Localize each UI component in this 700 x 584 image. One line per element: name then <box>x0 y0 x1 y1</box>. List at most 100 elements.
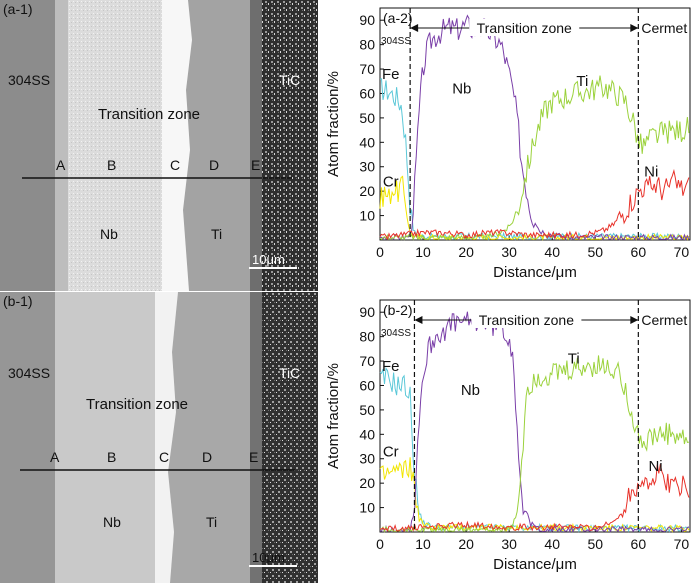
chart-b-left-region-label: 304SS <box>381 328 411 339</box>
micrograph-a-point-a: A <box>56 157 66 173</box>
chart-b-xtick-label-3: 30 <box>501 536 517 552</box>
chart-b-xtick-label-1: 10 <box>415 536 431 552</box>
chart-b-label-nb: Nb <box>461 382 480 399</box>
chart-a-label-fe: Fe <box>382 66 400 83</box>
micrograph-b-panel-label: (b-1) <box>3 293 33 309</box>
chart-a-series-ti <box>379 75 690 241</box>
chart-a-zone-arrowhead-right <box>630 24 639 32</box>
micrograph-b-point-a: A <box>50 449 60 465</box>
chart-b-ytick-label-5: 60 <box>359 377 375 393</box>
micrograph-a: (a-1) 304SS TiC Transition zone A B C D … <box>0 0 318 291</box>
chart-b-xtick-label-2: 20 <box>458 536 474 552</box>
chart-a-series-nb <box>379 14 690 241</box>
chart-b-ytick-label-7: 80 <box>359 329 375 345</box>
chart-b-label-cr: Cr <box>383 443 399 460</box>
chart-a-xtick-label-3: 30 <box>501 244 517 260</box>
chart-b-ytick-label-8: 90 <box>359 304 375 320</box>
chart-a-label-nb: Nb <box>452 80 471 97</box>
micrograph-a-image <box>0 0 318 291</box>
micrograph-a-point-e: E <box>251 157 261 173</box>
chart-a-label-cr: Cr <box>383 173 399 190</box>
chart-a-xtick-label-5: 50 <box>587 244 603 260</box>
micrograph-a-point-c: C <box>170 157 181 173</box>
chart-b-ytick-label-1: 20 <box>359 475 375 491</box>
chart-a-right-region-label: Cermet <box>641 20 687 36</box>
chart-b-ytick-label-3: 40 <box>359 426 375 442</box>
chart-a-ytick-label-4: 50 <box>359 110 375 126</box>
chart-b-xtick-label-6: 60 <box>631 536 647 552</box>
chart-b-xtick-label-4: 40 <box>544 536 560 552</box>
chart-b-zone-arrowhead-right <box>630 316 639 324</box>
chart-a-xtick-label-1: 10 <box>415 244 431 260</box>
chart-a-label-ni: Ni <box>644 164 658 181</box>
chart-b-right-region-label: Cermet <box>641 312 687 328</box>
chart-a-ytick-label-3: 40 <box>359 134 375 150</box>
chart-a-series-fe <box>379 78 690 241</box>
micrograph-b-point-b: B <box>107 449 117 465</box>
chart-b-ytick-label-6: 70 <box>359 353 375 369</box>
micrograph-a-nb-label: Nb <box>100 226 118 242</box>
chart-b-label-fe: Fe <box>382 358 400 375</box>
chart-b-label-ti: Ti <box>568 350 580 367</box>
micrograph-a-zone-label: Transition zone <box>98 106 200 123</box>
chart-b-panel-label: (b-2) <box>383 302 413 318</box>
micrograph-b-point-c: C <box>159 449 170 465</box>
chart-a-ylabel: Atom fraction/% <box>325 71 342 177</box>
chart-a-ytick-label-8: 90 <box>359 12 375 28</box>
chart-a-plot-frame <box>379 7 691 241</box>
chart-a-ytick-label-1: 20 <box>359 183 375 199</box>
micrograph-b-image <box>0 292 318 583</box>
chart-a-series-ni <box>379 168 690 241</box>
chart-a-zone-arrowhead-left <box>410 24 419 32</box>
chart-a-panel-label: (a-2) <box>383 10 413 26</box>
chart-a-zone-label: Transition zone <box>477 20 572 36</box>
chart-b-label-ni: Ni <box>648 458 662 475</box>
chart-b-svg: 0 10 20 30 40 50 60 70 10 20 30 40 50 60 70 80 90 Distanc… <box>325 299 691 573</box>
chart-a-ytick-label-6: 70 <box>359 61 375 77</box>
chart-b-series-fe <box>379 366 690 533</box>
chart-b-series-nb <box>379 310 690 533</box>
micrograph-a-panel-label: (a-1) <box>3 1 33 17</box>
chart-b-plot-frame <box>379 299 691 533</box>
chart-a-left-region-label: 304SS <box>381 36 411 47</box>
chart-b-series-ti <box>379 355 689 533</box>
micrograph-b-nb-label: Nb <box>103 514 121 530</box>
chart-b-xtick-label-5: 50 <box>587 536 603 552</box>
chart-b-series-cr <box>379 457 690 533</box>
chart-a-xtick-label-0: 0 <box>376 244 384 260</box>
chart-b: 0 10 20 30 40 50 60 70 10 20 30 40 50 60 70 80 90 Distanc… <box>318 292 700 584</box>
chart-b-ytick-label-4: 50 <box>359 402 375 418</box>
chart-b-xtick-label-0: 0 <box>376 536 384 552</box>
chart-b-xlabel: Distance/μm <box>493 556 577 573</box>
micrograph-b-tic-label: TiC <box>279 365 301 381</box>
micrograph-b-point-e: E <box>249 449 259 465</box>
chart-a-ytick-label-2: 30 <box>359 159 375 175</box>
chart-a-ytick-label-7: 80 <box>359 37 375 53</box>
micrograph-a-point-b: B <box>107 157 117 173</box>
chart-b-ylabel: Atom fraction/% <box>325 363 342 469</box>
chart-b-xtick-label-7: 70 <box>674 536 690 552</box>
chart-b-zone-label: Transition zone <box>479 312 574 328</box>
chart-a-xtick-label-4: 40 <box>544 244 560 260</box>
chart-a-ytick-label-5: 60 <box>359 85 375 101</box>
chart-b-ytick-label-2: 30 <box>359 451 375 467</box>
micrograph-a-304ss-label: 304SS <box>8 72 51 88</box>
micrograph-a-ti-label: Ti <box>211 226 223 242</box>
chart-a-series-cr <box>379 175 690 241</box>
chart-a: 0 10 20 30 40 50 60 70 10 20 30 40 50 60 70 80 90 Distanc… <box>318 0 700 292</box>
micrograph-b: (b-1) 304SS TiC Transition zone A B C D … <box>0 292 318 583</box>
chart-a-xtick-label-2: 20 <box>458 244 474 260</box>
micrograph-b-scale-bar-label: 10μm <box>252 550 285 565</box>
chart-b-series-ni <box>379 464 690 533</box>
micrograph-a-scale-bar-label: 10μm <box>252 252 285 267</box>
micrograph-b-zone-label: Transition zone <box>86 396 188 413</box>
micrograph-b-ti-label: Ti <box>206 514 218 530</box>
chart-a-ytick-label-0: 10 <box>359 208 375 224</box>
chart-a-xlabel: Distance/μm <box>493 264 577 281</box>
micrograph-a-tic-label: TiC <box>279 72 301 88</box>
chart-b-zone-arrowhead-left <box>414 316 423 324</box>
chart-a-label-ti: Ti <box>576 73 588 90</box>
chart-b-ytick-label-0: 10 <box>359 500 375 516</box>
chart-a-xtick-label-7: 70 <box>674 244 690 260</box>
micrograph-b-304ss-label: 304SS <box>8 365 51 381</box>
